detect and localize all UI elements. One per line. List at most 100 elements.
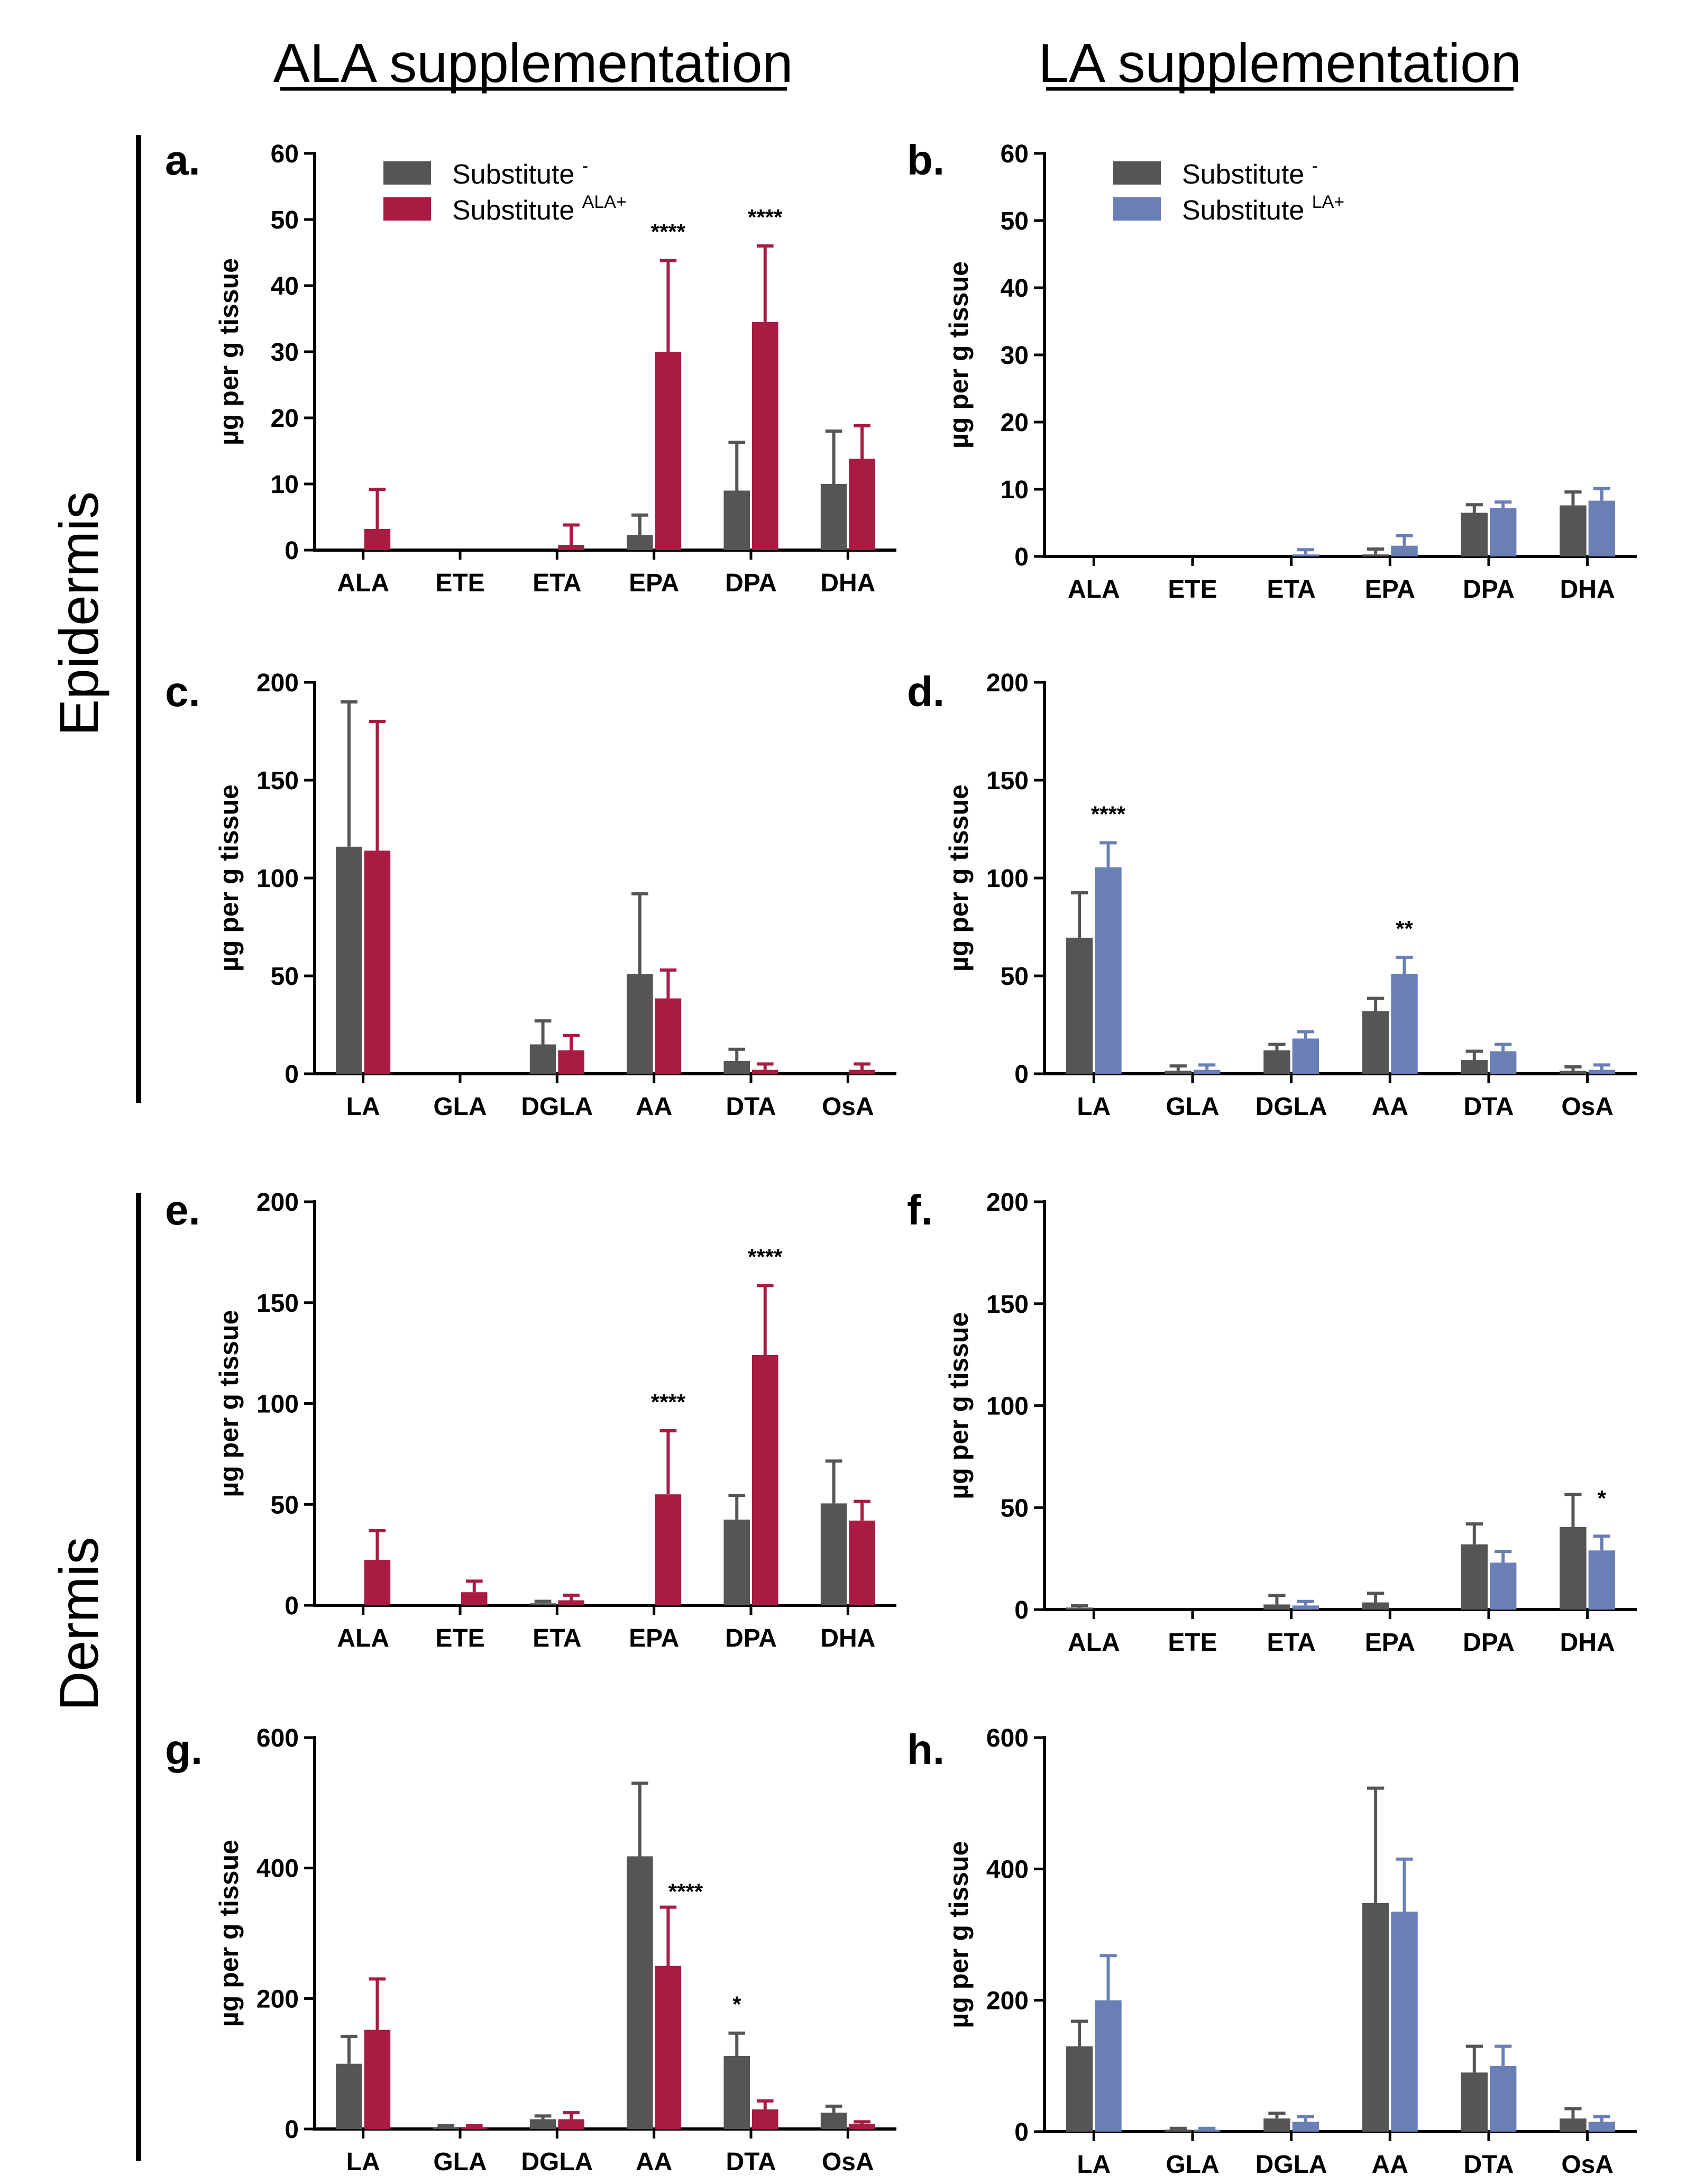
x-tick-label: ETA [533,1624,581,1652]
x-tick-label: DGLA [1255,2151,1327,2179]
bar [1391,974,1418,1074]
y-tick-label: 50 [1001,207,1029,235]
significance-marker: **** [651,220,686,244]
x-tick-label: EPA [629,569,679,597]
bar [364,1560,391,1605]
legend-label-control: Substitute - [452,156,588,190]
bar [723,1061,750,1074]
bar [364,2030,391,2129]
bar [1194,1070,1221,1074]
panel-letter: b. [907,136,945,184]
bar [655,352,682,550]
x-tick-label: DGLA [1255,1093,1327,1121]
x-tick-label: DHA [820,569,875,597]
y-tick-label: 400 [256,1855,299,1883]
bar [1490,1562,1517,1610]
y-tick-label: 200 [256,669,299,697]
y-tick-label: 200 [256,1189,299,1217]
legend-swatch-treatment [383,197,431,221]
bar [1066,2046,1093,2132]
legend-label-treatment: Substitute ALA+ [452,192,627,226]
x-tick-label: DTA [726,2148,776,2176]
y-tick-label: 0 [1014,2118,1029,2146]
y-tick-label: 150 [256,1290,299,1318]
y-tick-label: 10 [271,471,299,499]
y-tick-label: 200 [986,1189,1029,1217]
bar [1066,1607,1093,1610]
y-tick-label: 50 [1001,963,1029,991]
significance-marker: **** [748,1244,783,1269]
bar [849,2124,875,2129]
x-tick-label: ETA [1267,575,1315,604]
bar [1362,554,1389,556]
x-tick-label: DGLA [521,1093,593,1121]
x-tick-label: AA [1372,1093,1408,1121]
x-tick-label: DPA [1463,1629,1515,1657]
y-tick-label: 150 [986,1291,1029,1319]
significance-marker: **** [651,1390,686,1414]
bar [461,2127,488,2129]
y-tick-label: 0 [285,1061,299,1089]
row-title-dermis: Dermis [49,1537,110,1711]
panel-e: e. µg per g tissue 0 50 100 150 200 ALA ETE ETA EP… [165,1186,896,1652]
y-tick-label: 200 [986,669,1029,697]
significance-marker: **** [668,1879,703,1904]
y-tick-label: 100 [986,865,1029,893]
bar [558,1600,584,1605]
x-tick-label: ETA [533,569,581,597]
bar [752,322,778,550]
bar [820,484,847,550]
y-tick-label: 30 [1001,342,1029,370]
significance-marker: **** [1091,801,1126,826]
bar [1165,2130,1191,2132]
y-tick-label: 600 [256,1724,299,1752]
bar [1588,500,1616,556]
bar [1560,1527,1587,1610]
bar [1461,1544,1488,1610]
bar [1391,545,1418,556]
x-tick-label: OsA [1561,2151,1614,2179]
panel-c: c. µg per g tissue 0 50 100 150 200 LA GLA DGLA AA… [165,668,896,1121]
y-axis-label: µg per g tissue [944,1841,974,2028]
bar [1263,1604,1290,1610]
bar [558,2119,584,2129]
panel-f: f. µg per g tissue 0 50 100 150 200 ALA ETE ETA EP… [907,1186,1637,1657]
bar [1292,1038,1319,1074]
bar [1292,2122,1319,2132]
bar [1165,1071,1191,1074]
x-tick-label: EPA [629,1624,679,1652]
panel-letter: c. [165,668,200,715]
significance-marker: * [1598,1486,1607,1511]
bar [1292,1605,1319,1610]
bar [1560,2118,1587,2132]
y-tick-label: 0 [1014,543,1029,571]
x-tick-label: GLA [433,2148,487,2176]
y-tick-label: 0 [1014,1596,1029,1624]
panel-h: h. µg per g tissue 0 200 400 600 LA GLA DGLA AA DT… [907,1724,1637,2179]
x-tick-label: LA [346,1093,380,1121]
y-tick-label: 10 [1001,476,1029,504]
bar [364,529,391,550]
x-tick-label: DTA [1463,2151,1514,2179]
panel-d: d. µg per g tissue 0 50 100 150 200 LA GLA DGLA AA… [907,668,1637,1121]
panel-letter: g. [165,1726,203,1773]
x-tick-label: EPA [1365,1629,1415,1657]
x-tick-label: GLA [1166,2151,1219,2179]
x-tick-label: GLA [433,1093,487,1121]
y-tick-label: 50 [271,1491,299,1519]
bar [1490,1051,1517,1074]
y-tick-label: 30 [271,339,299,367]
bar [433,2127,459,2129]
bar [1560,1071,1587,1074]
x-tick-label: OsA [1561,1093,1614,1121]
legend-swatch-treatment [1113,197,1161,221]
x-tick-label: AA [1372,2151,1408,2179]
x-tick-label: GLA [1166,1093,1219,1121]
bar [1292,554,1319,556]
bar [1588,1070,1616,1074]
bar [1263,2118,1290,2132]
bar [723,1519,750,1605]
bar [627,535,653,550]
y-tick-label: 200 [986,1987,1029,2015]
significance-marker: **** [748,205,783,230]
